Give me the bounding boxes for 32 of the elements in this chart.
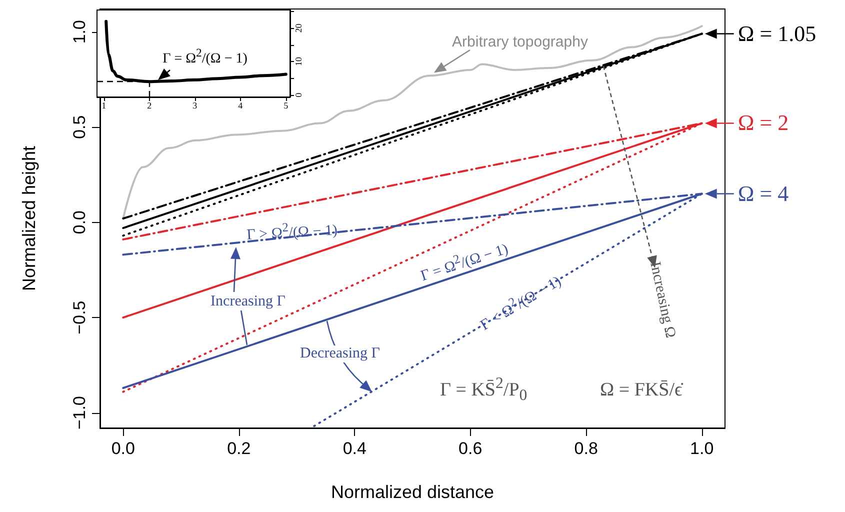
x-tick-label: 0.2 [227, 439, 251, 458]
y-tick-label: 1.0 [70, 20, 89, 44]
annotation: Ω = 4 [738, 180, 789, 206]
annotation: Ω = 2 [738, 110, 789, 136]
y2-tick-label: 10 [294, 56, 304, 66]
y-tick-label: −1.0 [70, 396, 89, 430]
x-tick-label: 5 [284, 100, 289, 110]
x-tick-label: 0.0 [111, 439, 135, 458]
annotation: Ω = 1.05 [738, 20, 816, 46]
x-tick-label: 0.8 [574, 439, 598, 458]
x-tick-label: 1.0 [690, 439, 714, 458]
x-tick-label: 4 [238, 100, 244, 110]
y2-tick-label: 20 [294, 23, 304, 33]
x-tick-label: 1 [102, 100, 106, 110]
y-tick-label: 0.0 [70, 210, 89, 234]
x-tick-label: 0.6 [458, 439, 482, 458]
annotation: Γ = Ω$^{2}$/(Ω − 1) [162, 46, 248, 66]
y-tick-label: −0.5 [70, 300, 89, 334]
annotation: Γ = KS̄$^{2}$/P$_{0}$ [440, 375, 528, 404]
x-tick-label: 0.4 [342, 439, 366, 458]
x-tick-label: 2 [147, 100, 152, 110]
annotation: Γ = Ω$^{2}$/(Ω − 1) [418, 240, 510, 285]
annotation: Increasing Ω [646, 260, 678, 340]
annotation: Arbitrary topography [452, 34, 588, 50]
annotation: Ω = FKS̄/ϵ̇ [600, 380, 682, 400]
x-tick-label: 3 [192, 100, 198, 110]
y-tick-label: 0.5 [70, 115, 89, 139]
annotation: Increasing Γ [208, 294, 288, 310]
y-axis-title: Normalized height [19, 146, 39, 292]
x-axis-title: Normalized distance [330, 482, 494, 502]
y2-tick-label: 0 [294, 92, 304, 98]
annotation: Decreasing Γ [298, 346, 382, 362]
